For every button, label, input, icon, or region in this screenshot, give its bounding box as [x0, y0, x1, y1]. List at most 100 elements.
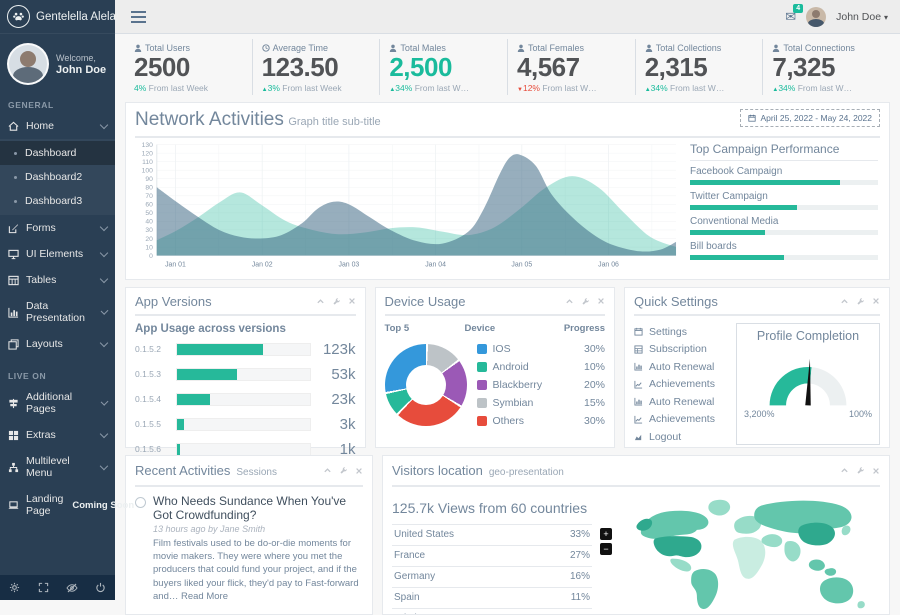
svg-text:130: 130 — [142, 142, 153, 149]
messages-icon[interactable]: ✉ 4 — [785, 3, 804, 25]
date-range-picker[interactable]: April 25, 2022 - May 24, 2022 — [740, 108, 880, 127]
wrench-icon[interactable] — [581, 297, 590, 306]
sidebar-item-dashboard3[interactable]: Dashboard3 — [0, 189, 115, 213]
delta-value: 34% — [650, 82, 668, 93]
bar-chart-icon — [8, 307, 19, 318]
country-percent: 33% — [569, 529, 590, 541]
zoom-in-button[interactable]: + — [600, 527, 612, 540]
legend-label: Symbian — [492, 396, 534, 409]
activity-title[interactable]: Who Needs Sundance When You've Got Crowd… — [153, 493, 347, 522]
collapse-icon[interactable] — [323, 466, 332, 475]
qs-auto-renewal-2[interactable]: Auto Renewal — [634, 393, 726, 411]
power-icon[interactable] — [86, 575, 115, 600]
sidebar-item-layouts[interactable]: Layouts — [0, 331, 115, 357]
wrench-icon[interactable] — [856, 466, 865, 475]
wrench-icon[interactable] — [332, 297, 341, 306]
collapse-icon[interactable] — [840, 466, 849, 475]
close-icon[interactable] — [872, 297, 880, 305]
user-menu[interactable]: John Doe ▾ — [836, 11, 888, 23]
qs-logout[interactable]: Logout — [634, 428, 726, 446]
map-region-southeast-asia[interactable] — [808, 559, 837, 576]
sidebar-item-dashboard[interactable]: Dashboard — [0, 141, 115, 165]
delta-arrow: ▲ — [261, 86, 268, 93]
chevron-down-icon — [100, 461, 109, 471]
gauge-min-label: 3,200% — [744, 408, 775, 419]
map-region-australia[interactable] — [819, 577, 854, 604]
user-avatar[interactable] — [806, 6, 827, 27]
qs-achievements[interactable]: Achievements — [634, 375, 726, 393]
read-more-link[interactable]: Read More — [181, 591, 228, 603]
close-icon[interactable] — [348, 297, 356, 305]
map-region-south-america[interactable] — [691, 568, 719, 609]
wrench-icon[interactable] — [339, 466, 348, 475]
map-region-alaska[interactable] — [636, 518, 653, 531]
qs-achievements-2[interactable]: Achievements — [634, 410, 726, 428]
fullscreen-icon[interactable] — [29, 575, 58, 600]
qs-auto-renewal[interactable]: Auto Renewal — [634, 358, 726, 376]
gauge-max-label: 100% — [848, 408, 872, 419]
chevron-down-icon — [99, 274, 109, 284]
map-region-mexico[interactable] — [670, 558, 692, 572]
zoom-out-button[interactable]: − — [600, 542, 612, 555]
sidebar-item-forms[interactable]: Forms — [0, 215, 115, 241]
activity-byline: 13 hours ago by Jane Smith — [153, 523, 266, 534]
settings-icon[interactable] — [0, 575, 29, 600]
sidebar-item-extras[interactable]: Extras — [0, 422, 115, 448]
main-content: Total Users 2500 4% From last Week Avera… — [115, 33, 900, 615]
map-region-greenland[interactable] — [708, 499, 731, 516]
stat-value: 7,325 — [772, 52, 835, 82]
legend-percent: 15% — [583, 396, 605, 409]
panel-title: Device Usage — [384, 293, 466, 309]
wrench-icon[interactable] — [856, 297, 865, 306]
sidebar-item-additional-pages[interactable]: Additional Pages — [0, 384, 115, 422]
calendar-icon — [634, 328, 643, 336]
map-region-middle-east[interactable] — [761, 534, 783, 547]
brand[interactable]: Gentelella Alela! — [0, 0, 119, 34]
sidebar-item-multilevel-menu[interactable]: Multilevel Menu — [0, 448, 115, 486]
date-range-value: April 25, 2022 - May 24, 2022 — [760, 112, 872, 123]
version-label: 0.1.5.4 — [135, 394, 161, 405]
map-region-new-zealand[interactable] — [857, 600, 865, 609]
chevron-down-icon — [99, 222, 109, 232]
map-region-united-states[interactable] — [653, 536, 702, 558]
panel-title: Visitors location — [392, 462, 483, 478]
qs-settings[interactable]: Settings — [634, 323, 726, 341]
map-region-china[interactable] — [798, 522, 835, 546]
sidebar-item-home[interactable]: Home — [0, 113, 115, 139]
close-icon[interactable] — [355, 467, 363, 475]
stats-row: Total Users 2500 4% From last Week Avera… — [125, 39, 890, 95]
top-campaign-performance: Top Campaign Performance Facebook Campai… — [690, 140, 880, 274]
qs-subscription[interactable]: Subscription — [634, 340, 726, 358]
sidebar-item-dashboard2[interactable]: Dashboard2 — [0, 165, 115, 189]
map-region-japan[interactable] — [841, 525, 851, 536]
collapse-icon[interactable] — [840, 297, 849, 306]
menu-toggle-icon[interactable] — [127, 7, 150, 27]
sidebar-item-landing-page[interactable]: Landing Page Coming Soon — [0, 486, 134, 524]
sidebar-item-ui-elements[interactable]: UI Elements — [0, 241, 115, 267]
close-icon[interactable] — [872, 467, 880, 475]
sidebar-item-data-presentation[interactable]: Data Presentation — [0, 293, 115, 331]
map-region-canada[interactable] — [640, 510, 709, 539]
close-icon[interactable] — [597, 297, 605, 305]
map-region-europe[interactable] — [734, 515, 762, 534]
legend-percent: 30% — [583, 342, 605, 355]
eye-slash-icon[interactable] — [58, 575, 87, 600]
country-row: United States 33% — [392, 523, 592, 545]
sidebar-item-tables[interactable]: Tables — [0, 267, 115, 293]
collapse-icon[interactable] — [565, 297, 574, 306]
sidebar-item-label: Multilevel Menu — [26, 455, 70, 479]
legend-row: IOS 30% — [476, 340, 605, 358]
collapse-icon[interactable] — [316, 297, 325, 306]
map-region-africa[interactable] — [732, 536, 766, 579]
stat-value: 2,315 — [644, 52, 708, 82]
panel-title: Quick Settings — [634, 293, 718, 309]
version-label: 0.1.5.6 — [135, 444, 161, 455]
col-device: Device — [464, 322, 496, 334]
quick-settings-panel: Quick Settings Settings Subscription Aut… — [624, 286, 890, 448]
map-region-india[interactable] — [784, 540, 801, 562]
calendar-icon — [748, 114, 757, 122]
delta-caption: From last Week — [282, 82, 342, 93]
stat-label: Total Males — [400, 43, 446, 53]
bar-chart-icon — [634, 363, 643, 371]
